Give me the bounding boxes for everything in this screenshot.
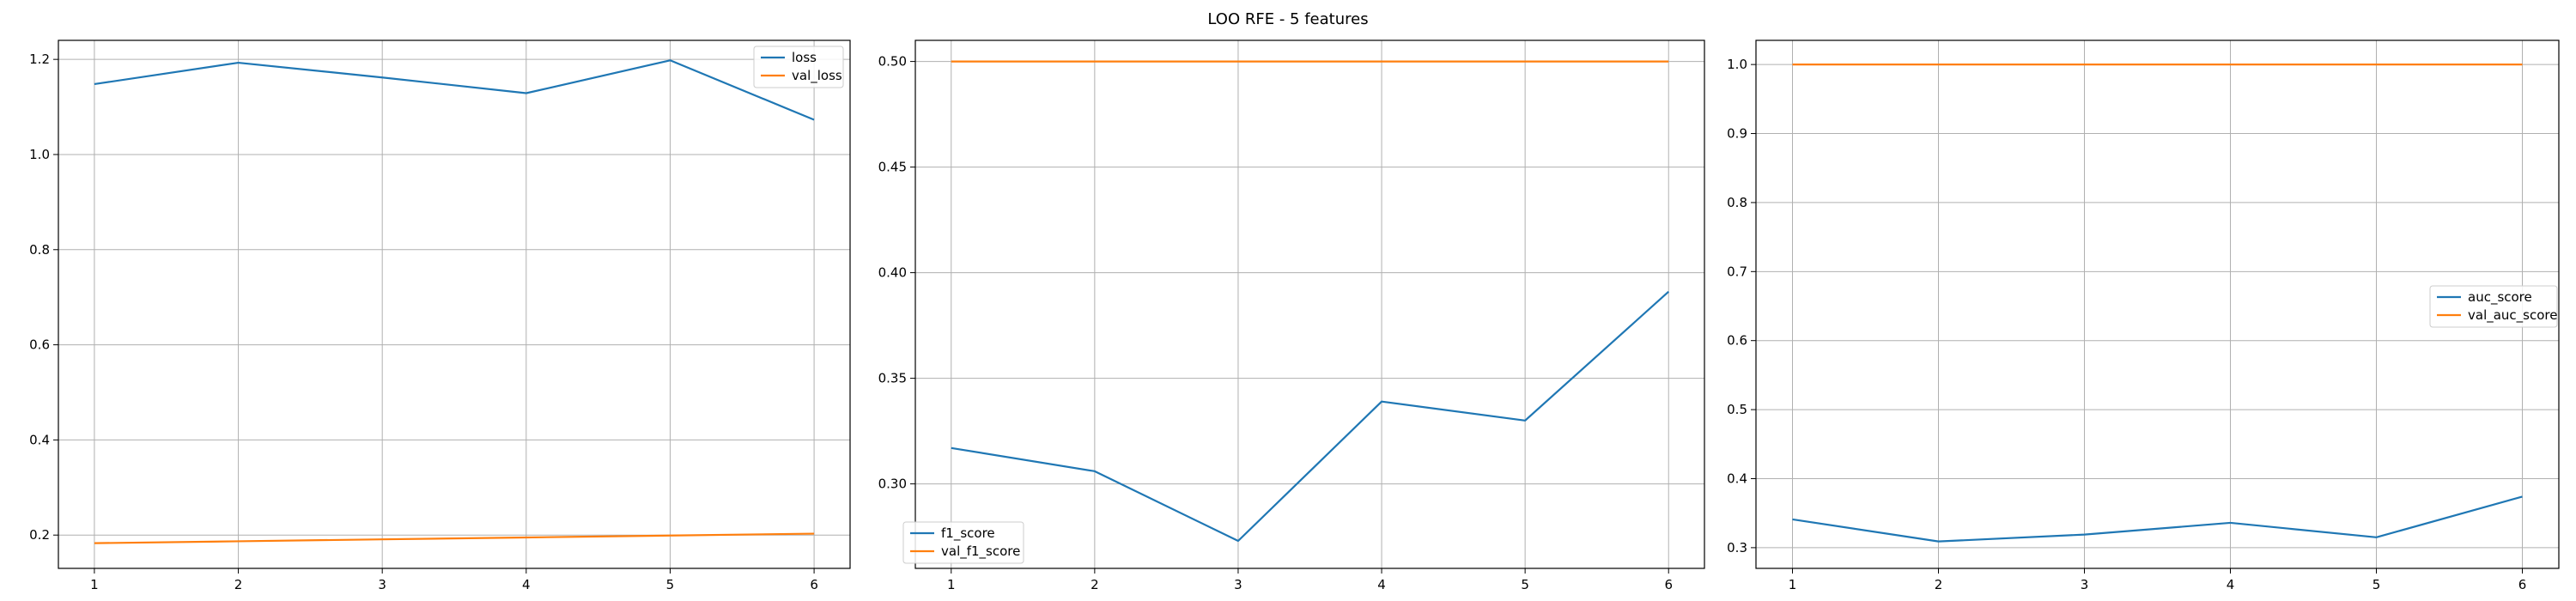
x-tick-label: 5 bbox=[666, 577, 675, 592]
y-tick-label: 0.50 bbox=[878, 54, 907, 70]
subplot-1: 1 2 3 4 5 6 0.2 0.4 0.6 0.8 1.0 1.2 loss val_loss bbox=[29, 39, 851, 592]
x-tick-label: 1 bbox=[947, 577, 956, 592]
x-tick-label: 4 bbox=[522, 577, 531, 592]
y-tick-label: 1.2 bbox=[29, 52, 50, 67]
y-tick-label: 0.45 bbox=[878, 160, 907, 175]
subplot-2: 1 2 3 4 5 6 0.30 0.35 0.40 0.45 0.50 f1_scoreval_f1… bbox=[878, 39, 1705, 592]
subplots: 1 2 3 4 5 6 0.2 0.4 0.6 0.8 1.0 1.2 loss val_loss 1 2 3 4… bbox=[29, 39, 2560, 592]
x-tick-label: 4 bbox=[1377, 577, 1386, 592]
x-tick-label: 2 bbox=[234, 577, 243, 592]
x-tick-label: 5 bbox=[1521, 577, 1529, 592]
x-tick-label: 6 bbox=[1664, 577, 1673, 592]
legend-label-val_loss: val_loss bbox=[792, 68, 842, 84]
series-line-f1_score bbox=[951, 290, 1669, 543]
x-tick-label: 1 bbox=[1789, 577, 1797, 592]
x-tick-label: 3 bbox=[378, 577, 386, 592]
y-tick-label: 0.4 bbox=[29, 432, 50, 447]
legend-label-val_auc_score: val_auc_score bbox=[2468, 307, 2558, 324]
x-tick-label: 3 bbox=[2081, 577, 2089, 592]
x-tick-label: 5 bbox=[2372, 577, 2381, 592]
y-tick-label: 0.8 bbox=[29, 242, 50, 258]
series-line-auc_score bbox=[1792, 495, 2523, 543]
x-tick-label: 3 bbox=[1234, 577, 1242, 592]
y-tick-label: 0.6 bbox=[29, 337, 50, 353]
y-tick-label: 0.35 bbox=[878, 371, 907, 386]
series-line-val_loss bbox=[94, 532, 815, 544]
y-tick-label: 0.2 bbox=[29, 527, 50, 543]
legend-label-loss: loss bbox=[792, 50, 817, 65]
y-tick-label: 1.0 bbox=[1727, 57, 1747, 72]
y-tick-label: 0.7 bbox=[1727, 264, 1747, 279]
axes-frame bbox=[914, 39, 1705, 569]
subplot-3: 1 2 3 4 5 6 0.3 0.4 0.5 0.6 0.7 0.8 0.9 1.0 auc_scorev… bbox=[1727, 39, 2560, 592]
x-tick-label: 2 bbox=[1935, 577, 1943, 592]
y-tick-label: 0.30 bbox=[878, 477, 907, 492]
legend-label-auc_score: auc_score bbox=[2468, 289, 2532, 306]
legend-box bbox=[2429, 285, 2558, 328]
axes-frame bbox=[58, 39, 851, 569]
y-tick-label: 0.4 bbox=[1727, 470, 1747, 486]
legend-label-f1_score: f1_score bbox=[941, 525, 995, 542]
x-tick-label: 2 bbox=[1091, 577, 1099, 592]
y-tick-label: 0.3 bbox=[1727, 540, 1747, 555]
y-tick-label: 0.8 bbox=[1727, 195, 1747, 210]
y-tick-label: 0.40 bbox=[878, 265, 907, 281]
y-tick-label: 1.0 bbox=[29, 147, 50, 162]
x-tick-label: 6 bbox=[810, 577, 818, 592]
legend: loss val_loss bbox=[753, 46, 844, 88]
y-tick-label: 0.9 bbox=[1727, 126, 1747, 142]
axes-frame bbox=[1755, 39, 2560, 569]
x-tick-label: 4 bbox=[2227, 577, 2235, 592]
figure-suptitle: LOO RFE - 5 features bbox=[1207, 10, 1368, 28]
legend-label-val_f1_score: val_f1_score bbox=[941, 543, 1020, 560]
x-tick-label: 6 bbox=[2518, 577, 2527, 592]
series-line-loss bbox=[94, 59, 815, 121]
y-tick-label: 0.5 bbox=[1727, 402, 1747, 417]
x-tick-label: 1 bbox=[90, 577, 99, 592]
y-tick-label: 0.6 bbox=[1727, 333, 1747, 349]
